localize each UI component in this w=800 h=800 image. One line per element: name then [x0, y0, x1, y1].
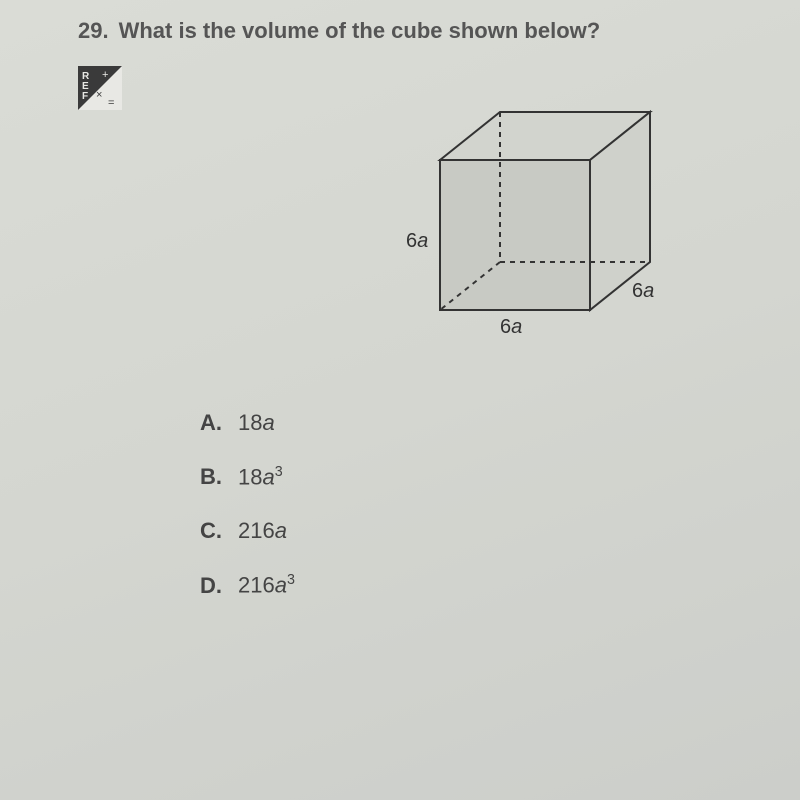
- choice-letter: A.: [200, 410, 224, 436]
- cube-diagram: 6a 6a 6a: [400, 100, 680, 360]
- edge-label-bottom: 6a: [500, 316, 522, 339]
- question-number: 29.: [78, 18, 109, 44]
- choice-letter: C.: [200, 518, 224, 544]
- choice-text: 216a: [238, 518, 287, 544]
- question-header: 29. What is the volume of the cube shown…: [78, 18, 600, 44]
- choice-text: 18a3: [238, 464, 283, 490]
- svg-text:=: =: [108, 97, 114, 109]
- svg-text:×: ×: [96, 89, 102, 101]
- edge-label-right: 6a: [632, 280, 654, 303]
- choice-text: 18a: [238, 410, 275, 436]
- edge-label-left: 6a: [406, 230, 428, 253]
- worksheet-page: { "question": { "number": "29.", "text":…: [0, 0, 800, 800]
- choice-a[interactable]: A. 18a: [200, 410, 295, 436]
- choice-d[interactable]: D. 216a3: [200, 572, 295, 598]
- choice-b[interactable]: B. 18a3: [200, 464, 295, 490]
- reference-icon: R E F + − × =: [78, 66, 122, 110]
- question-text: What is the volume of the cube shown bel…: [119, 18, 601, 44]
- svg-text:F: F: [82, 91, 88, 102]
- choice-letter: D.: [200, 573, 224, 599]
- choice-c[interactable]: C. 216a: [200, 518, 295, 544]
- answer-choices: A. 18a B. 18a3 C. 216a D. 216a3: [200, 410, 295, 627]
- choice-text: 216a3: [238, 572, 295, 598]
- choice-letter: B.: [200, 464, 224, 490]
- svg-text:−: −: [108, 79, 114, 91]
